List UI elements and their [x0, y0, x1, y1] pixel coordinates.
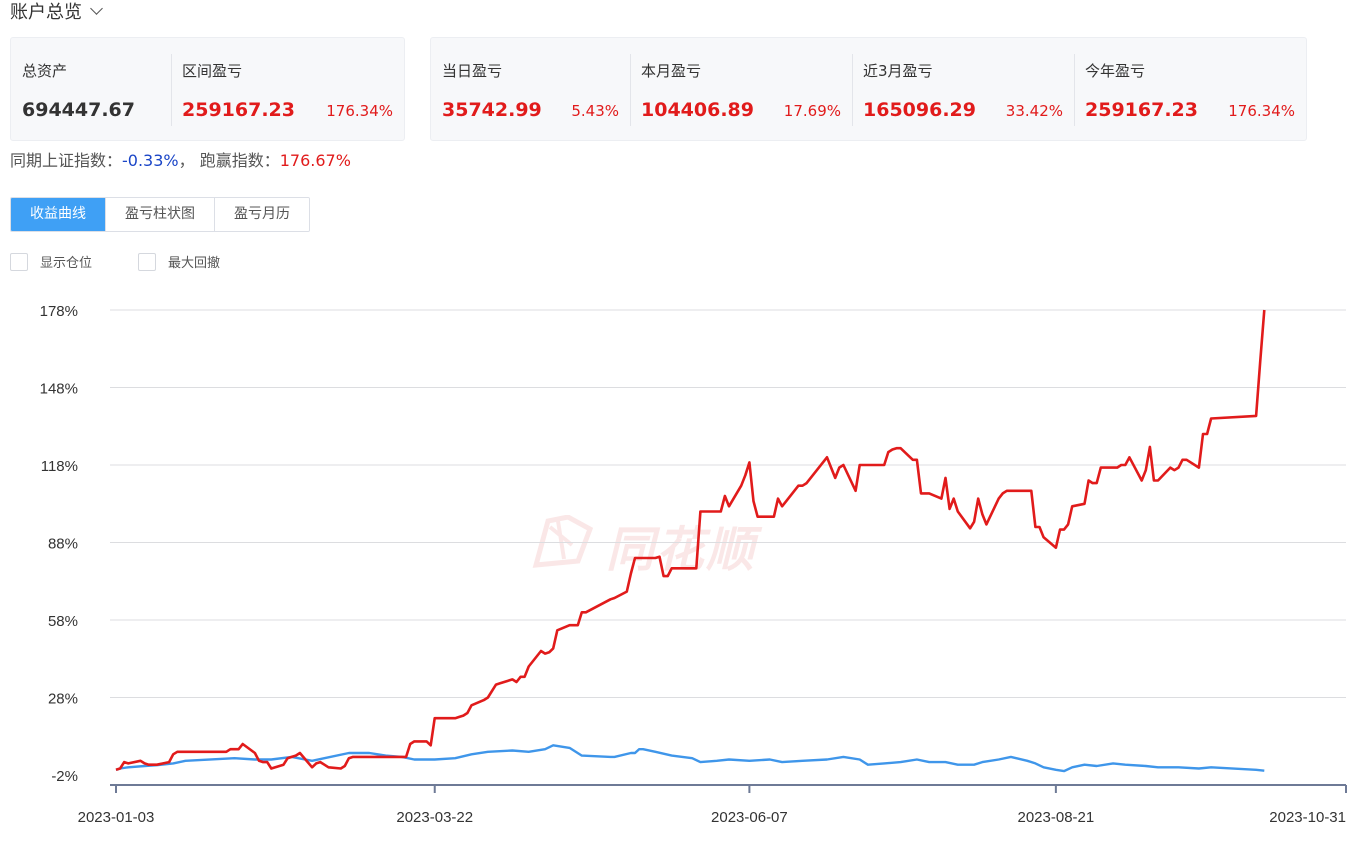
month-pnl-value: 104406.89 — [641, 99, 754, 121]
daily-pnl-value: 35742.99 — [442, 99, 542, 121]
beat-label: 跑赢指数： — [199, 151, 280, 170]
range-pnl-pct: 176.34% — [326, 102, 393, 120]
chart-grid — [110, 309, 1346, 698]
index-value: -0.33% — [122, 151, 179, 170]
summary-range-pnl: 区间盈亏 259167.23 176.34% — [171, 38, 404, 140]
month-pnl-label: 本月盈亏 — [641, 62, 702, 80]
show-position-checkbox[interactable]: 显示仓位 — [10, 252, 92, 271]
account-return-line — [115, 309, 1266, 772]
index-return-line — [115, 744, 1265, 773]
y-axis-labels: 178% 148% 118% 88% 58% 28% -2% — [40, 303, 78, 785]
total-assets-value: 694447.67 — [22, 99, 135, 121]
max-drawdown-checkbox[interactable]: 最大回撤 — [138, 252, 220, 271]
year-pnl-pct: 176.34% — [1228, 102, 1295, 120]
chart-tabs: 收益曲线 盈亏柱状图 盈亏月历 — [10, 197, 310, 232]
y-tick-label: 178% — [40, 303, 78, 320]
index-label: 同期上证指数： — [10, 151, 123, 170]
chart-series — [115, 309, 1266, 773]
period-daily: 当日盈亏 35742.99 5.43% — [431, 38, 630, 140]
page-title[interactable]: 账户总览 — [10, 0, 103, 24]
year-pnl-label: 今年盈亏 — [1085, 62, 1146, 80]
range-pnl-label: 区间盈亏 — [182, 62, 243, 80]
total-assets-label: 总资产 — [22, 62, 68, 80]
chart-options: 显示仓位 最大回撤 — [10, 252, 220, 271]
show-position-box[interactable] — [10, 252, 28, 271]
x-tick-label: 2023-06-07 — [711, 809, 788, 826]
summary-card: 总资产 694447.67 区间盈亏 259167.23 176.34% — [10, 37, 405, 141]
y-tick-label: 58% — [48, 613, 78, 630]
return-curve-chart: 178%148%118%88%58%28%-2% 2023-01-03 2023-… — [40, 303, 1347, 826]
period-card: 当日盈亏 35742.99 5.43% 本月盈亏 104406.89 17.69… — [430, 37, 1307, 141]
show-position-label: 显示仓位 — [40, 256, 93, 271]
summary-total-assets: 总资产 694447.67 — [11, 38, 171, 140]
max-drawdown-label: 最大回撤 — [168, 256, 221, 271]
tab-pnl-calendar[interactable]: 盈亏月历 — [214, 198, 309, 231]
index-comparison: 同期上证指数：-0.33%， 跑赢指数：176.67% — [10, 147, 351, 171]
year-pnl-value: 259167.23 — [1085, 99, 1198, 121]
period-3month: 近3月盈亏 165096.29 33.42% — [852, 38, 1074, 140]
daily-pnl-label: 当日盈亏 — [442, 62, 503, 80]
x-axis: 2023-01-03 2023-03-22 2023-06-07 2023-08-21… — [78, 784, 1347, 826]
y-tick-label: -2% — [51, 768, 78, 785]
x-tick-label: 2023-10-31 — [1269, 809, 1346, 826]
beat-value: 176.67% — [279, 151, 351, 170]
x-tick-label: 2023-08-21 — [1017, 809, 1094, 826]
3month-pnl-value: 165096.29 — [863, 99, 976, 121]
period-year: 今年盈亏 259167.23 176.34% — [1074, 38, 1306, 140]
y-tick-label: 118% — [41, 458, 78, 475]
tab-pnl-bar-chart[interactable]: 盈亏柱状图 — [105, 198, 214, 231]
3month-pnl-pct: 33.42% — [1005, 102, 1063, 120]
period-month: 本月盈亏 104406.89 17.69% — [630, 38, 852, 140]
x-tick-label: 2023-03-22 — [396, 809, 473, 826]
page-title-text: 账户总览 — [10, 2, 82, 23]
range-pnl-value: 259167.23 — [182, 99, 295, 121]
daily-pnl-pct: 5.43% — [571, 102, 619, 120]
compare-separator: ， — [178, 151, 195, 170]
x-tick-label: 2023-01-03 — [78, 809, 155, 826]
y-tick-label: 88% — [48, 536, 78, 553]
3month-pnl-label: 近3月盈亏 — [863, 62, 933, 80]
y-tick-label: 28% — [48, 691, 78, 708]
month-pnl-pct: 17.69% — [783, 102, 841, 120]
y-tick-label: 148% — [40, 381, 78, 398]
chevron-down-icon[interactable] — [90, 1, 103, 15]
tab-return-curve[interactable]: 收益曲线 — [11, 198, 105, 231]
max-drawdown-box[interactable] — [138, 252, 157, 271]
